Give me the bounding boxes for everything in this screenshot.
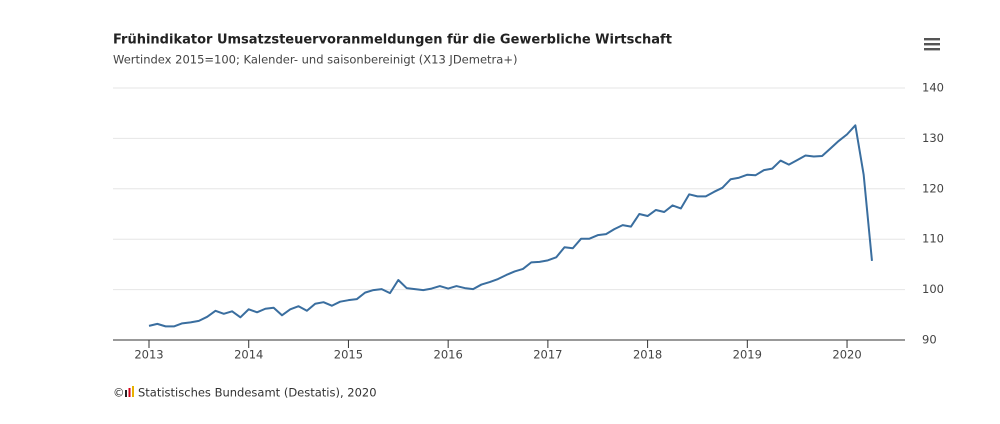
x-tick-label: 2018: [633, 348, 662, 362]
x-tick-label: 2014: [234, 348, 263, 362]
logo-bar: [128, 388, 131, 397]
y-tick-label: 140: [922, 81, 944, 95]
y-tick-label: 90: [922, 333, 937, 347]
y-tick-label: 100: [922, 282, 944, 296]
menu-bar[interactable]: [924, 48, 940, 51]
menu-bar[interactable]: [924, 38, 940, 41]
y-tick-label: 130: [922, 131, 944, 145]
chart-subtitle: Wertindex 2015=100; Kalender- und saison…: [113, 53, 517, 67]
logo-bar: [132, 386, 134, 397]
source: Statistisches Bundesamt (Destatis), 2020: [138, 386, 377, 400]
x-tick-label: 2017: [533, 348, 562, 362]
menu-bar[interactable]: [924, 43, 940, 46]
series-line: [148, 124, 873, 328]
x-tick-label: 2013: [134, 348, 163, 362]
y-tick-label: 120: [922, 181, 944, 195]
x-tick-label: 2015: [334, 348, 363, 362]
copyright: ©: [113, 386, 125, 400]
y-tick-label: 110: [922, 232, 944, 246]
logo-bar: [125, 390, 127, 397]
chart-title: Frühindikator Umsatzsteuervoranmeldungen…: [113, 33, 672, 48]
x-tick-label: 2019: [733, 348, 762, 362]
x-tick-label: 2020: [832, 348, 861, 362]
x-tick-label: 2016: [434, 348, 463, 362]
logo: [125, 386, 134, 397]
menu-button[interactable]: [924, 38, 940, 51]
